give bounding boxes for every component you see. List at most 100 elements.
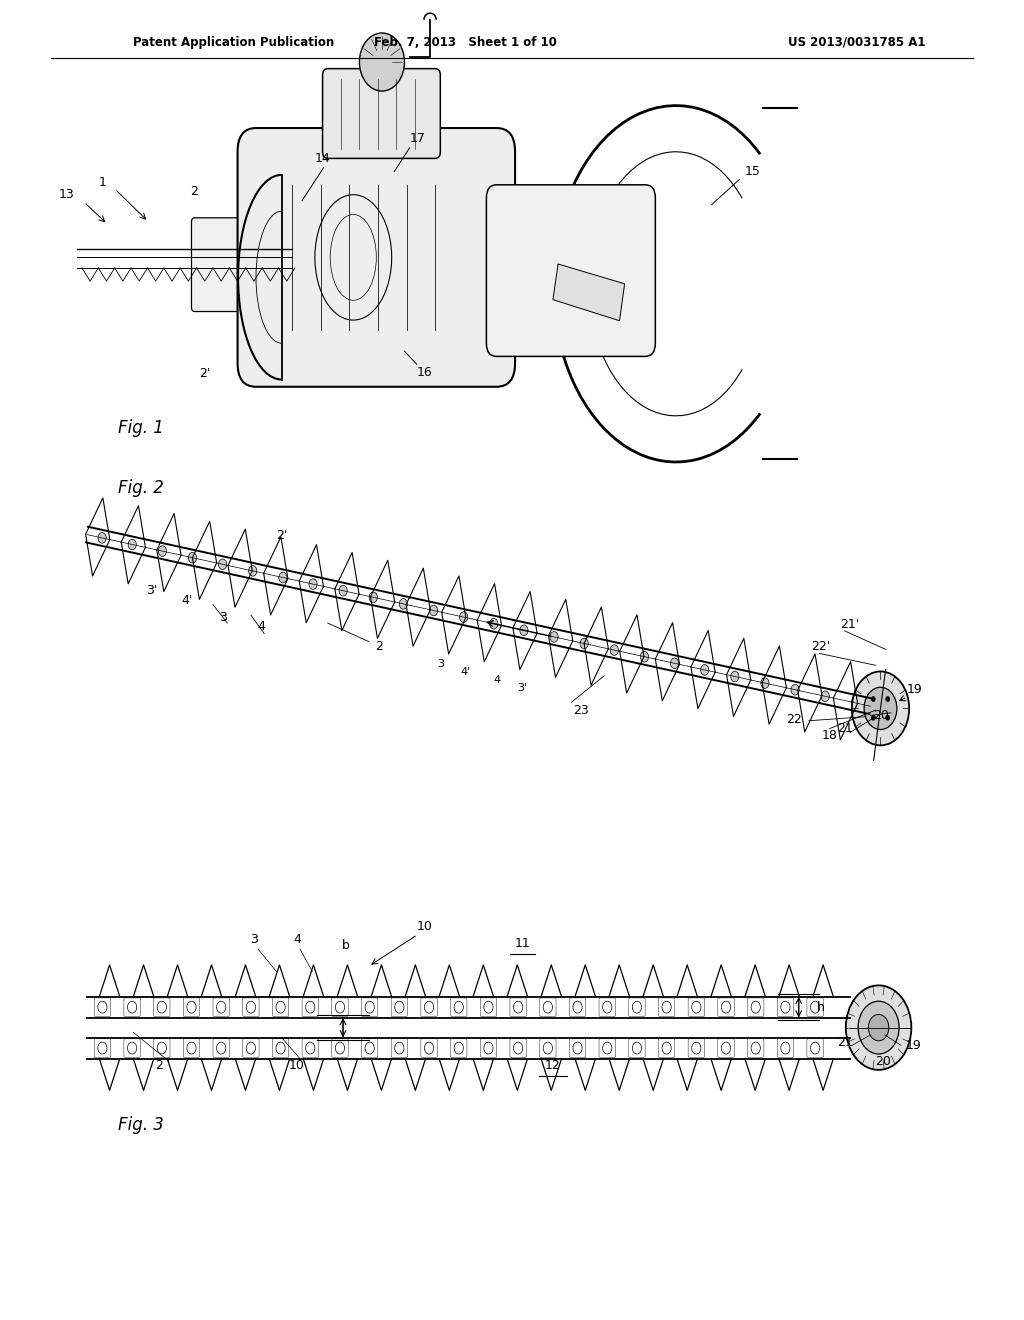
- Text: Fig. 2: Fig. 2: [118, 479, 164, 498]
- Text: 2': 2': [275, 529, 288, 543]
- Circle shape: [128, 539, 136, 549]
- Text: 15: 15: [744, 165, 761, 178]
- Circle shape: [640, 652, 648, 663]
- Circle shape: [572, 1043, 582, 1053]
- Circle shape: [871, 715, 876, 721]
- Text: 3: 3: [219, 611, 227, 624]
- Text: 18: 18: [821, 729, 838, 742]
- Circle shape: [359, 33, 404, 91]
- Circle shape: [781, 1043, 791, 1053]
- Text: 1: 1: [98, 176, 106, 189]
- Circle shape: [276, 1043, 285, 1053]
- Circle shape: [454, 1043, 463, 1053]
- Text: 4: 4: [494, 675, 500, 685]
- Text: 3: 3: [250, 933, 258, 946]
- Circle shape: [365, 1001, 375, 1014]
- Circle shape: [188, 552, 197, 562]
- Circle shape: [339, 586, 347, 597]
- Text: 4': 4': [461, 667, 471, 677]
- Text: 22': 22': [812, 640, 830, 653]
- Text: 20: 20: [872, 709, 889, 722]
- Circle shape: [580, 639, 588, 649]
- Text: 19: 19: [906, 682, 923, 696]
- Circle shape: [846, 985, 911, 1069]
- Circle shape: [217, 1043, 225, 1053]
- Polygon shape: [553, 264, 625, 321]
- Text: 4: 4: [293, 933, 301, 946]
- Text: 20: 20: [874, 1055, 891, 1068]
- Circle shape: [811, 1043, 819, 1053]
- Circle shape: [246, 1001, 256, 1014]
- Circle shape: [306, 1043, 315, 1053]
- Circle shape: [886, 697, 890, 702]
- Circle shape: [335, 1043, 344, 1053]
- Circle shape: [868, 1015, 889, 1040]
- Text: 11: 11: [514, 937, 530, 950]
- Circle shape: [306, 1001, 315, 1014]
- Circle shape: [514, 1043, 522, 1053]
- Text: 10: 10: [289, 1059, 305, 1072]
- FancyBboxPatch shape: [486, 185, 655, 356]
- Text: 2: 2: [190, 185, 199, 198]
- Circle shape: [632, 1001, 641, 1014]
- Text: 22: 22: [785, 713, 802, 726]
- Circle shape: [543, 1043, 553, 1053]
- Circle shape: [731, 671, 739, 681]
- Circle shape: [159, 546, 167, 557]
- Text: 10: 10: [417, 920, 433, 933]
- Text: 3': 3': [145, 583, 158, 597]
- Circle shape: [752, 1043, 760, 1053]
- Text: 17: 17: [410, 132, 426, 145]
- Circle shape: [399, 599, 408, 609]
- Text: h: h: [817, 1001, 825, 1014]
- Circle shape: [671, 657, 679, 668]
- Circle shape: [429, 605, 437, 615]
- Text: US 2013/0031785 A1: US 2013/0031785 A1: [788, 36, 926, 49]
- Circle shape: [871, 697, 876, 702]
- Circle shape: [425, 1043, 434, 1053]
- Text: 19: 19: [905, 1039, 922, 1052]
- Circle shape: [851, 697, 859, 708]
- Circle shape: [781, 1001, 791, 1014]
- FancyBboxPatch shape: [323, 69, 440, 158]
- Circle shape: [186, 1001, 197, 1014]
- Circle shape: [127, 1001, 137, 1014]
- Circle shape: [520, 626, 528, 636]
- Circle shape: [721, 1001, 730, 1014]
- Circle shape: [761, 678, 769, 688]
- Circle shape: [821, 692, 829, 702]
- Text: 14: 14: [314, 152, 331, 165]
- Circle shape: [395, 1001, 403, 1014]
- Circle shape: [663, 1001, 672, 1014]
- Circle shape: [249, 565, 257, 576]
- Circle shape: [158, 1043, 166, 1053]
- Circle shape: [632, 1043, 641, 1053]
- Circle shape: [335, 1001, 344, 1014]
- Circle shape: [852, 672, 909, 746]
- Circle shape: [811, 1001, 819, 1014]
- Text: Fig. 3: Fig. 3: [118, 1115, 164, 1134]
- Circle shape: [454, 1001, 463, 1014]
- Circle shape: [543, 1001, 553, 1014]
- Circle shape: [602, 1043, 611, 1053]
- Text: 16: 16: [417, 366, 433, 379]
- Circle shape: [610, 644, 618, 655]
- Circle shape: [864, 688, 897, 730]
- Circle shape: [365, 1043, 375, 1053]
- Text: 2: 2: [155, 1059, 163, 1072]
- FancyBboxPatch shape: [191, 218, 254, 312]
- Circle shape: [127, 1043, 137, 1053]
- Circle shape: [186, 1043, 197, 1053]
- Circle shape: [489, 618, 498, 630]
- Circle shape: [483, 1001, 494, 1014]
- Circle shape: [721, 1043, 730, 1053]
- Circle shape: [158, 1001, 166, 1014]
- Circle shape: [692, 1043, 700, 1053]
- Circle shape: [98, 1001, 108, 1014]
- Text: Patent Application Publication: Patent Application Publication: [133, 36, 335, 49]
- Circle shape: [692, 1001, 700, 1014]
- Circle shape: [460, 612, 468, 623]
- Text: 2': 2': [199, 367, 211, 380]
- Text: 3: 3: [437, 659, 443, 669]
- Text: 21: 21: [837, 722, 853, 735]
